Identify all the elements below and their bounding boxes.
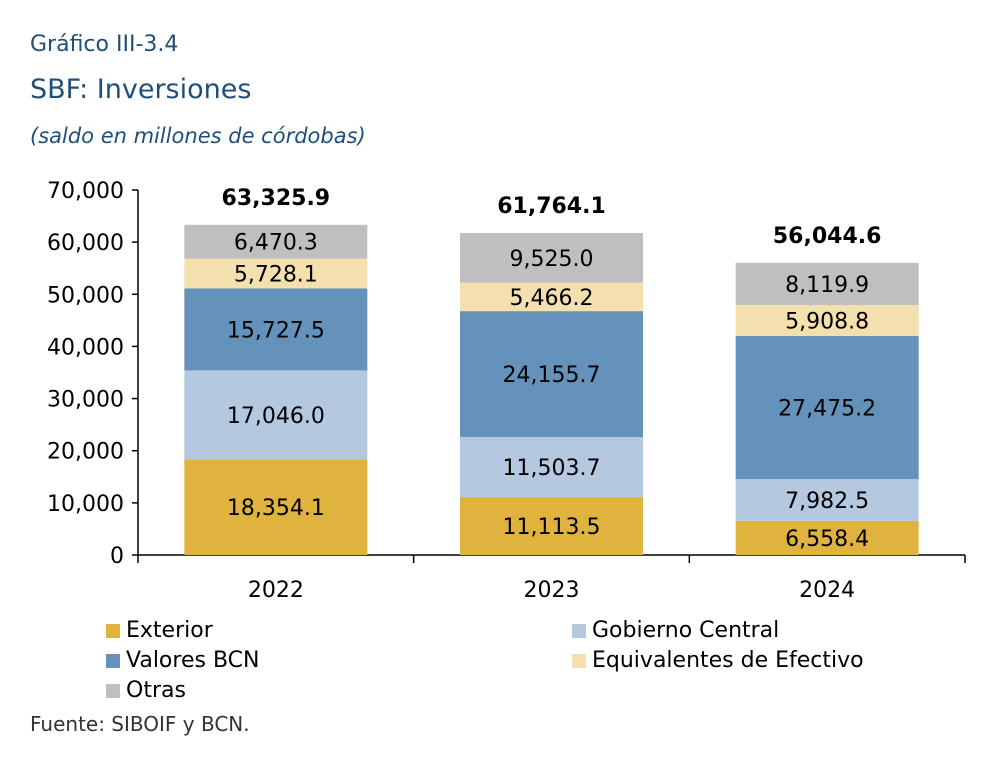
bar-segment: [184, 288, 368, 371]
chart-title: SBF: Inversiones: [30, 74, 252, 105]
data-label: 27,475.2: [778, 397, 876, 422]
data-label: 15,727.5: [227, 318, 325, 343]
data-label: 24,155.7: [503, 363, 601, 388]
data-label: 7,982.5: [785, 489, 869, 514]
bar-segment: [735, 262, 919, 306]
data-label: 6,558.4: [785, 527, 869, 552]
y-tick-label: 10,000: [47, 492, 124, 517]
x-tick-label: 2023: [524, 578, 580, 603]
legend-label: Otras: [126, 678, 186, 703]
data-label: 6,470.3: [234, 231, 318, 256]
data-label: 8,119.9: [785, 273, 869, 298]
total-label: 63,325.9: [222, 186, 331, 211]
total-label: 61,764.1: [497, 194, 606, 219]
data-label: 17,046.0: [227, 404, 325, 429]
bar-segment: [184, 370, 368, 460]
y-tick-label: 60,000: [47, 231, 124, 256]
bar-segment: [460, 232, 643, 283]
legend-item: Valores BCN: [106, 648, 259, 673]
x-tick-label: 2022: [248, 578, 304, 603]
legend-item: Gobierno Central: [572, 618, 779, 643]
legend-swatch: [106, 653, 120, 668]
source-note: Fuente: SIBOIF y BCN.: [30, 712, 250, 736]
y-tick-label: 30,000: [47, 388, 124, 413]
data-label: 11,113.5: [503, 515, 601, 540]
bar-segment: [735, 479, 919, 521]
legend-label: Valores BCN: [126, 648, 260, 673]
bar-segment: [460, 311, 643, 438]
legend-label: Exterior: [126, 618, 213, 643]
data-label: 5,728.1: [234, 262, 318, 287]
data-label: 5,466.2: [510, 286, 594, 311]
bar-segment: [184, 258, 368, 289]
data-label: 18,354.1: [227, 496, 325, 521]
legend-swatch: [572, 623, 586, 638]
legend-label: Equivalentes de Efectivo: [592, 648, 864, 673]
bar-segment: [184, 459, 368, 555]
y-tick-label: 0: [110, 544, 124, 569]
legend-swatch: [572, 653, 586, 668]
legend-item: Equivalentes de Efectivo: [572, 648, 864, 673]
bar-segment: [460, 282, 643, 312]
data-label: 11,503.7: [503, 456, 601, 481]
legend-item: Otras: [106, 678, 186, 703]
bar-segment: [735, 520, 919, 555]
legend-label: Gobierno Central: [592, 618, 780, 643]
chart-subtitle: (saldo en millones de córdobas): [30, 124, 366, 148]
y-tick-label: 70,000: [47, 179, 124, 204]
bar-segment: [735, 335, 919, 480]
legend-swatch: [106, 683, 120, 698]
data-label: 9,525.0: [510, 247, 594, 272]
y-tick-label: 20,000: [47, 440, 124, 465]
y-tick-label: 40,000: [47, 335, 124, 360]
chart-pretitle: Gráfico III-3.4: [30, 32, 179, 57]
total-label: 56,044.6: [773, 224, 882, 249]
x-tick-label: 2024: [799, 578, 855, 603]
bar-segment: [184, 224, 368, 259]
bar-segment: [460, 497, 643, 555]
bar-segment: [735, 305, 919, 336]
data-label: 5,908.8: [785, 310, 869, 335]
legend-swatch: [106, 623, 120, 638]
legend-item: Exterior: [106, 618, 213, 643]
bar-segment: [460, 437, 643, 498]
y-tick-label: 50,000: [47, 283, 124, 308]
